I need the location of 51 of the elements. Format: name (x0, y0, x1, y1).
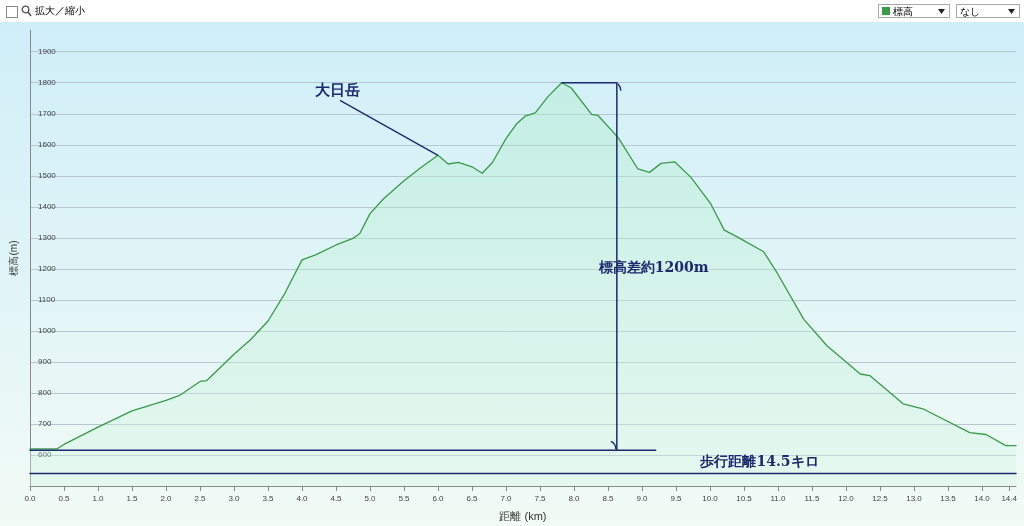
y-tick-label: 1900 (38, 47, 57, 57)
y-tick-label: 1000 (38, 326, 57, 336)
x-tick-label: 12.0 (838, 493, 855, 503)
x-tick-label: 10.5 (736, 493, 753, 503)
x-tick-label: 4.0 (296, 493, 309, 503)
x-tick-label: 5.5 (398, 493, 411, 503)
y-tick-label: 1200 (38, 264, 57, 274)
x-tick-label: 13.5 (940, 493, 957, 503)
y-tick-label: 1600 (38, 140, 57, 150)
y-tick-label: 900 (38, 357, 52, 367)
x-tick-label: 2.5 (194, 493, 207, 503)
y-tick-label: 1400 (38, 202, 57, 212)
x-axis-title: 距離 (km) (499, 509, 547, 522)
y-tick-label: 1700 (38, 109, 57, 119)
y-tick-label: 700 (38, 419, 52, 429)
y-tick-label: 1300 (38, 233, 57, 243)
x-tick-label: 4.5 (330, 493, 343, 503)
x-tick-label: 7.5 (534, 493, 547, 503)
legend-label: 標高 (893, 6, 913, 17)
x-tick-label: 11.5 (804, 493, 821, 503)
x-tick-label: 6.5 (466, 493, 479, 503)
y-axis-title: 標高(m) (7, 240, 19, 276)
x-tick-label: 9.5 (670, 493, 683, 503)
text: なし (960, 6, 980, 17)
x-tick-label: 12.5 (872, 493, 889, 503)
x-tick-label: 14.0 (974, 493, 991, 503)
x-tick-label: 6.0 (432, 493, 445, 503)
y-tick-label: 1100 (38, 295, 56, 305)
x-tick-label: 2.0 (160, 493, 173, 503)
annotation: 歩行距離14.5キロ (699, 452, 819, 469)
x-tick-label: 8.0 (568, 493, 581, 503)
x-tick-label: 11.0 (770, 493, 787, 503)
x-tick-label: 3.0 (228, 493, 241, 503)
x-tick-label: 5.0 (364, 493, 377, 503)
x-tick-label: 9.0 (636, 493, 649, 503)
x-tick-label: 10.0 (702, 493, 719, 503)
annotation: 大日岳 (315, 81, 360, 100)
x-tick-label: 8.5 (602, 493, 615, 503)
text: 拡大／縮小 (35, 4, 85, 18)
x-tick-label: 14.4 (1001, 493, 1018, 503)
y-tick-label: 600 (38, 450, 52, 460)
x-tick-label: 0.5 (58, 493, 71, 503)
x-tick-label: 1.5 (126, 493, 139, 503)
x-tick-label: 7.0 (500, 493, 513, 503)
x-tick-label: 1.0 (92, 493, 105, 503)
x-tick-label: 3.5 (262, 493, 275, 503)
x-tick-label: 13.0 (906, 493, 923, 503)
y-tick-label: 1800 (38, 78, 57, 88)
y-tick-label: 800 (38, 388, 52, 398)
y-tick-label: 1500 (38, 171, 57, 181)
x-tick-label: 0.0 (24, 493, 37, 503)
